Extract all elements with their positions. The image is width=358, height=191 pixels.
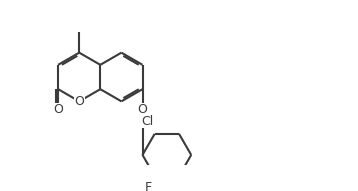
Text: O: O [53,103,63,116]
Text: O: O [74,95,84,108]
Text: Cl: Cl [141,115,154,128]
Text: O: O [137,103,147,116]
Text: F: F [144,181,151,191]
